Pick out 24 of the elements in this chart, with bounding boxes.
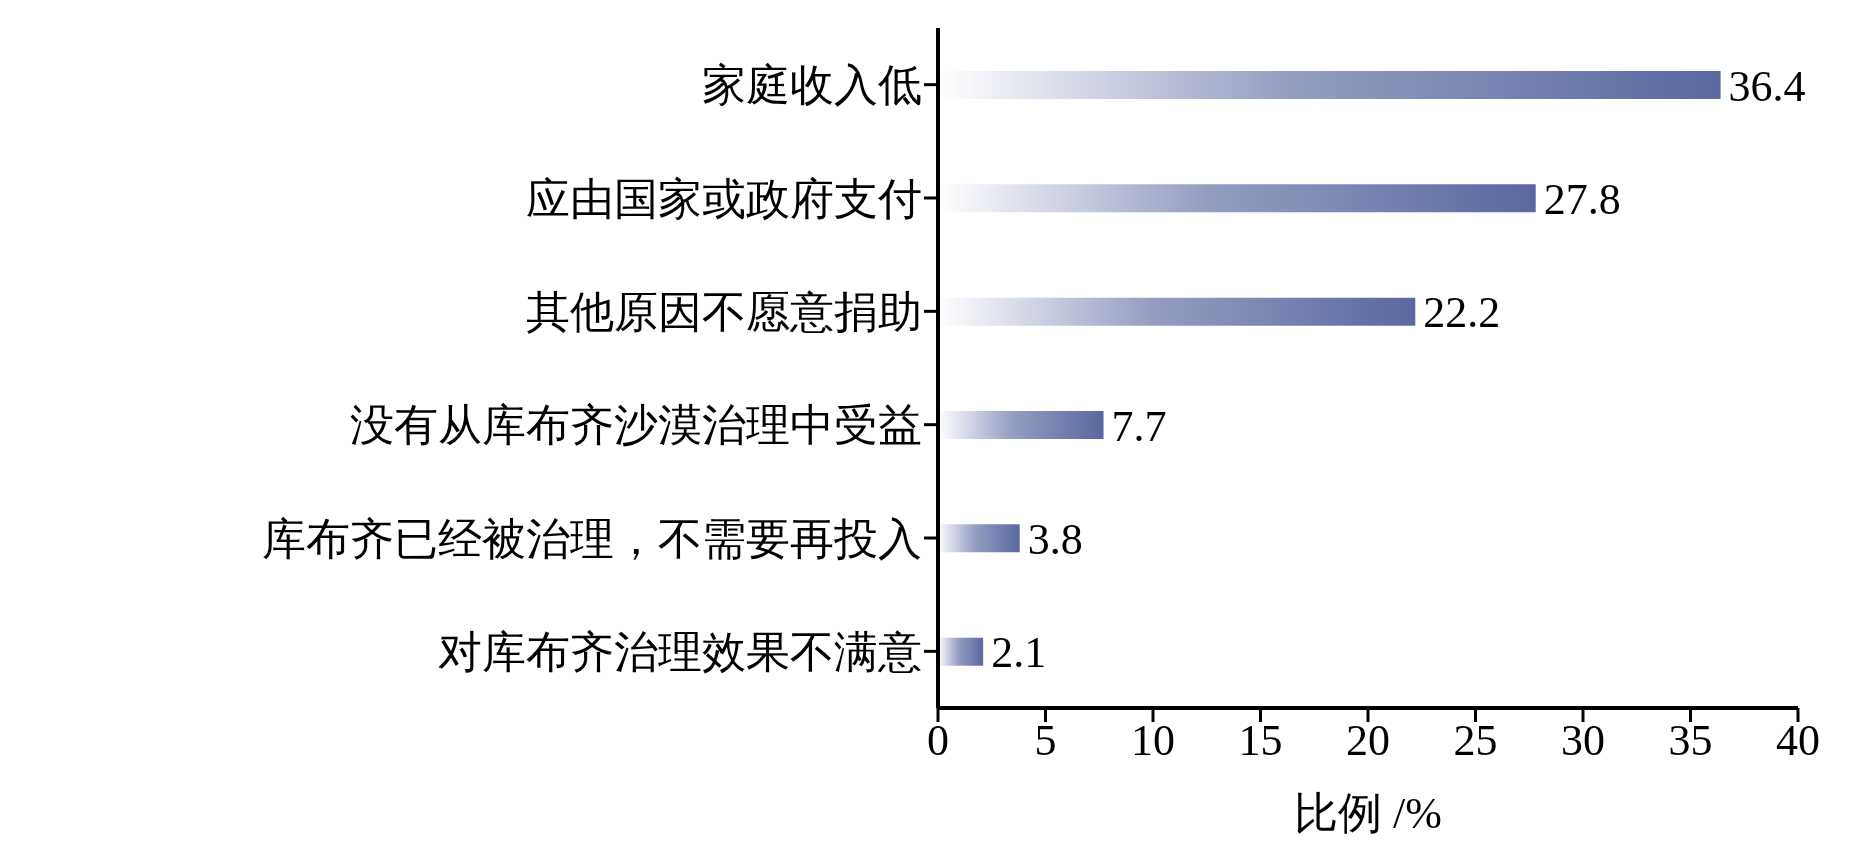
x-tick-label: 35 <box>1668 716 1713 766</box>
data-label: 2.1 <box>991 628 1047 678</box>
data-label: 7.7 <box>1111 401 1167 451</box>
x-tick-label: 25 <box>1453 716 1498 766</box>
bar <box>938 637 984 666</box>
x-tick-label: 30 <box>1561 716 1605 766</box>
y-tick-label: 家庭收入低 <box>702 61 922 111</box>
y-tick-label: 库布齐已经被治理，不需要再投入 <box>262 514 922 564</box>
data-label: 22.2 <box>1423 288 1501 338</box>
y-tick-label: 对库布齐治理效果不满意 <box>438 627 922 677</box>
data-label: 36.4 <box>1728 61 1806 111</box>
x-tick-label: 10 <box>1131 716 1175 766</box>
data-label: 3.8 <box>1027 514 1083 564</box>
y-tick-label: 其他原因不愿意捐助 <box>526 287 922 337</box>
x-tick-label: 0 <box>927 716 949 766</box>
bar <box>938 524 1020 553</box>
data-label: 27.8 <box>1543 174 1621 224</box>
y-tick-label: 应由国家或政府支付 <box>526 174 922 224</box>
x-axis-title: 比例 /% <box>1294 789 1442 838</box>
y-tick-label: 没有从库布齐沙漠治理中受益 <box>350 401 922 451</box>
x-tick-label: 5 <box>1034 716 1057 766</box>
x-tick-label: 40 <box>1776 716 1820 766</box>
x-tick-label: 20 <box>1346 716 1390 766</box>
x-tick-label: 15 <box>1238 716 1283 766</box>
